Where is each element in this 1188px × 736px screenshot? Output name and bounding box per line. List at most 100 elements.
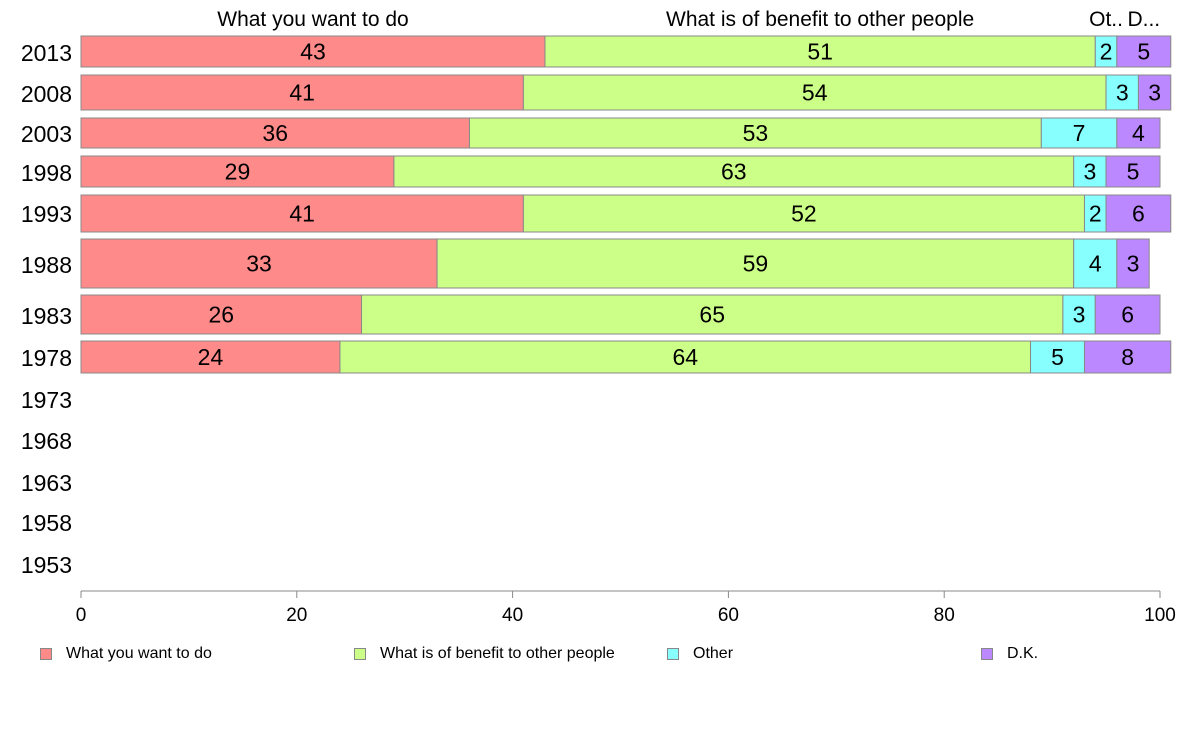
legend-swatch: [354, 648, 366, 660]
legend-swatch: [981, 648, 993, 660]
bar-segment: [1083, 340, 1172, 374]
x-tick-label: 20: [286, 605, 307, 626]
bar-segment: [468, 117, 1042, 149]
bar-segment: [80, 74, 524, 111]
year-label: 1973: [21, 387, 72, 413]
bar-segment: [1105, 74, 1139, 111]
top-labels: What you want to do What is of benefit to…: [217, 8, 1160, 31]
bar-value-label: 52: [791, 201, 817, 227]
bar-segment: [80, 340, 341, 374]
bar-value-label: 41: [289, 201, 315, 227]
bar-value-label: 41: [289, 80, 315, 106]
legend: What you want to do What is of benefit to…: [0, 645, 1188, 669]
bar-value-label: 29: [225, 159, 251, 185]
bar-value-label: 36: [262, 120, 288, 146]
bar-segment: [80, 117, 470, 149]
year-label: 1988: [21, 252, 72, 278]
bar-value-label: 4: [1132, 120, 1145, 146]
bar-segment: [361, 294, 1064, 335]
year-label: 1978: [21, 345, 72, 371]
x-tick-label: 60: [718, 605, 739, 626]
legend-item: D.K.: [981, 645, 1038, 663]
bar-segment: [393, 155, 1075, 188]
bar-value-label: 65: [699, 302, 725, 328]
bar-segment: [1073, 238, 1118, 289]
x-tick-label: 80: [934, 605, 955, 626]
bar-segment: [1030, 340, 1085, 374]
bar-segment: [1040, 117, 1118, 149]
bar-value-label: 64: [672, 344, 698, 370]
year-label: 1958: [21, 510, 72, 536]
bar-value-label: 24: [198, 344, 224, 370]
x-axis: 0 20 40 60 80 100: [76, 590, 1176, 626]
x-tick-label: 100: [1144, 605, 1176, 626]
stacked-bar-chart: What you want to do What is of benefit to…: [21, 8, 1176, 626]
year-label: 2003: [21, 121, 72, 147]
bar-value-label: 51: [807, 39, 833, 65]
bars: 43 51 2 541 54 3 336 53 7 429 63 3 541 52 2 633 59 4 326 65…: [80, 35, 1172, 374]
bar-segment: [80, 155, 395, 188]
legend-swatch: [667, 648, 679, 660]
year-label: 2008: [21, 81, 72, 107]
bar-segment: [1073, 155, 1107, 188]
bar-value-label: 53: [743, 120, 769, 146]
year-label: 1993: [21, 201, 72, 227]
bar-segment: [544, 35, 1096, 68]
bar-value-label: 43: [300, 39, 326, 65]
year-label: 1963: [21, 470, 72, 496]
legend-label: D.K.: [1007, 645, 1039, 662]
bar-value-label: 8: [1121, 344, 1134, 370]
bar-value-label: 3: [1148, 80, 1161, 106]
bar-segment: [80, 35, 546, 68]
bar-value-label: 5: [1137, 39, 1150, 65]
legend-label: Other: [693, 645, 734, 662]
bar-value-label: 2: [1100, 39, 1113, 65]
legend-item: Other: [667, 645, 733, 663]
bar-value-label: 26: [208, 302, 234, 328]
legend-item: What you want to do: [40, 645, 212, 663]
bar-segment: [1094, 294, 1161, 335]
bar-segment: [1116, 117, 1161, 149]
bar-segment: [1116, 238, 1150, 289]
x-tick-label: 40: [502, 605, 523, 626]
bar-segment: [80, 294, 363, 335]
bar-value-label: 33: [246, 251, 272, 277]
year-labels: 2013 2008 2003 1998 1993 1988 1983 1978 1973 1968…: [21, 40, 72, 578]
x-tick-label: 0: [76, 605, 87, 626]
top-label-0: What you want to do: [217, 8, 408, 31]
bar-value-label: 3: [1127, 251, 1140, 277]
year-label: 1968: [21, 428, 72, 454]
legend-item: What is of benefit to other people: [354, 645, 615, 663]
bar-segment: [1105, 155, 1161, 188]
bar-segment: [1137, 74, 1172, 111]
year-label: 1998: [21, 160, 72, 186]
bar-value-label: 3: [1116, 80, 1129, 106]
year-label: 1953: [21, 552, 72, 578]
year-label: 2013: [21, 40, 72, 66]
bar-segment: [1116, 35, 1172, 68]
bar-value-label: 5: [1127, 159, 1140, 185]
bar-value-label: 59: [743, 251, 769, 277]
bar-value-label: 54: [802, 80, 828, 106]
bar-value-label: 3: [1083, 159, 1096, 185]
year-label: 1983: [21, 303, 72, 329]
bar-value-label: 5: [1051, 344, 1064, 370]
bar-segment: [522, 194, 1085, 233]
top-label-1: What is of benefit to other people: [666, 8, 974, 31]
legend-swatch: [40, 648, 52, 660]
bar-segment: [80, 194, 524, 233]
bar-value-label: 2: [1089, 201, 1102, 227]
bar-value-label: 63: [721, 159, 747, 185]
legend-label: What is of benefit to other people: [380, 645, 615, 662]
bar-value-label: 7: [1073, 120, 1086, 146]
legend-label: What you want to do: [66, 645, 212, 662]
top-label-2: Ot..: [1089, 8, 1123, 31]
bar-value-label: 4: [1089, 251, 1102, 277]
bar-segment: [1105, 194, 1172, 233]
bar-value-label: 6: [1132, 201, 1145, 227]
bar-segment: [522, 74, 1107, 111]
bar-segment: [339, 340, 1032, 374]
bar-value-label: 6: [1121, 302, 1134, 328]
top-label-3: D...: [1127, 8, 1160, 31]
bar-value-label: 3: [1073, 302, 1086, 328]
